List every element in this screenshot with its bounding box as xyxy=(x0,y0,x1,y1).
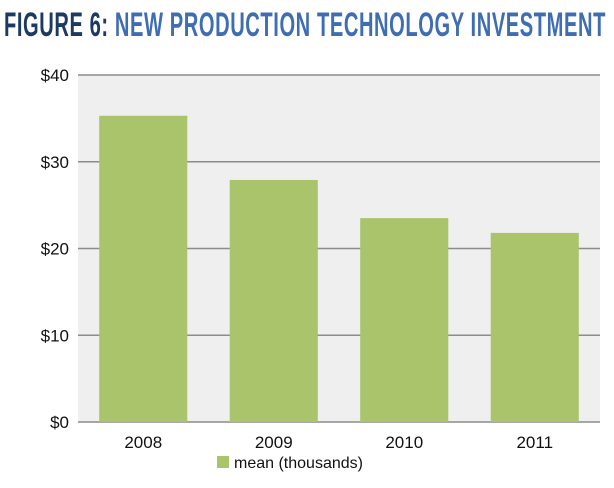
legend-label: mean (thousands) xyxy=(234,455,363,472)
y-tick-label: $0 xyxy=(50,413,69,432)
x-tick-label: 2008 xyxy=(124,433,162,452)
y-tick-label: $30 xyxy=(41,153,69,172)
legend: mean (thousands) xyxy=(217,455,363,472)
bar xyxy=(490,232,579,422)
x-axis-ticks: 2008 2009 2010 2011 xyxy=(124,433,553,452)
y-axis-ticks: $0 $10 $20 $30 $40 xyxy=(41,66,69,432)
bar xyxy=(360,218,449,422)
x-tick-label: 2011 xyxy=(516,433,553,452)
bar xyxy=(99,115,188,423)
bar xyxy=(229,179,318,422)
y-tick-label: $20 xyxy=(41,240,69,259)
y-tick-label: $10 xyxy=(41,326,69,345)
chart-title: FIGURE 6: NEW PRODUCTION TECHNOLOGY INVE… xyxy=(4,2,610,48)
x-tick-label: 2009 xyxy=(255,433,293,452)
x-tick-label: 2010 xyxy=(385,433,423,452)
title-prefix: FIGURE 6: xyxy=(4,6,109,44)
y-tick-label: $40 xyxy=(41,66,69,85)
legend-swatch xyxy=(217,456,229,468)
bars xyxy=(99,115,579,423)
title-main: NEW PRODUCTION TECHNOLOGY INVESTMENT xyxy=(114,6,607,44)
